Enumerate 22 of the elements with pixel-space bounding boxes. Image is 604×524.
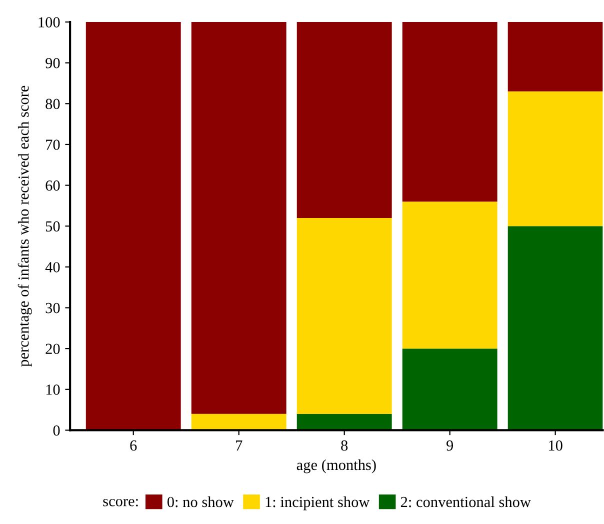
x-tick-label: 7 <box>236 440 242 451</box>
y-tick-label: 50 <box>46 221 60 232</box>
legend-title: score: <box>103 498 138 506</box>
x-tick-label: 10 <box>549 440 562 451</box>
x-axis-title: age (months) <box>296 459 376 474</box>
y-tick-label: 60 <box>46 180 60 191</box>
x-tick-label: 8 <box>341 440 348 451</box>
y-tick-label: 70 <box>46 140 60 150</box>
y-tick-label: 30 <box>46 302 60 314</box>
legend-label: 1: incipient show <box>266 496 370 510</box>
y-tick-label: 10 <box>46 384 60 395</box>
x-tick-label: 9 <box>446 440 454 451</box>
legend-label: 2: conventional show <box>400 496 531 508</box>
y-tick-label: 100 <box>38 17 60 28</box>
x-tick-label: 6 <box>130 440 137 451</box>
y-tick-label: 40 <box>45 262 60 272</box>
y-axis-title: percentage of infants who received each score <box>18 86 32 367</box>
y-tick-label: 80 <box>46 98 60 110</box>
y-tick-label: 20 <box>46 344 60 354</box>
legend-label: 0: no show <box>167 496 234 508</box>
y-tick-label: 90 <box>46 58 60 68</box>
y-tick-label: 0 <box>53 425 60 436</box>
